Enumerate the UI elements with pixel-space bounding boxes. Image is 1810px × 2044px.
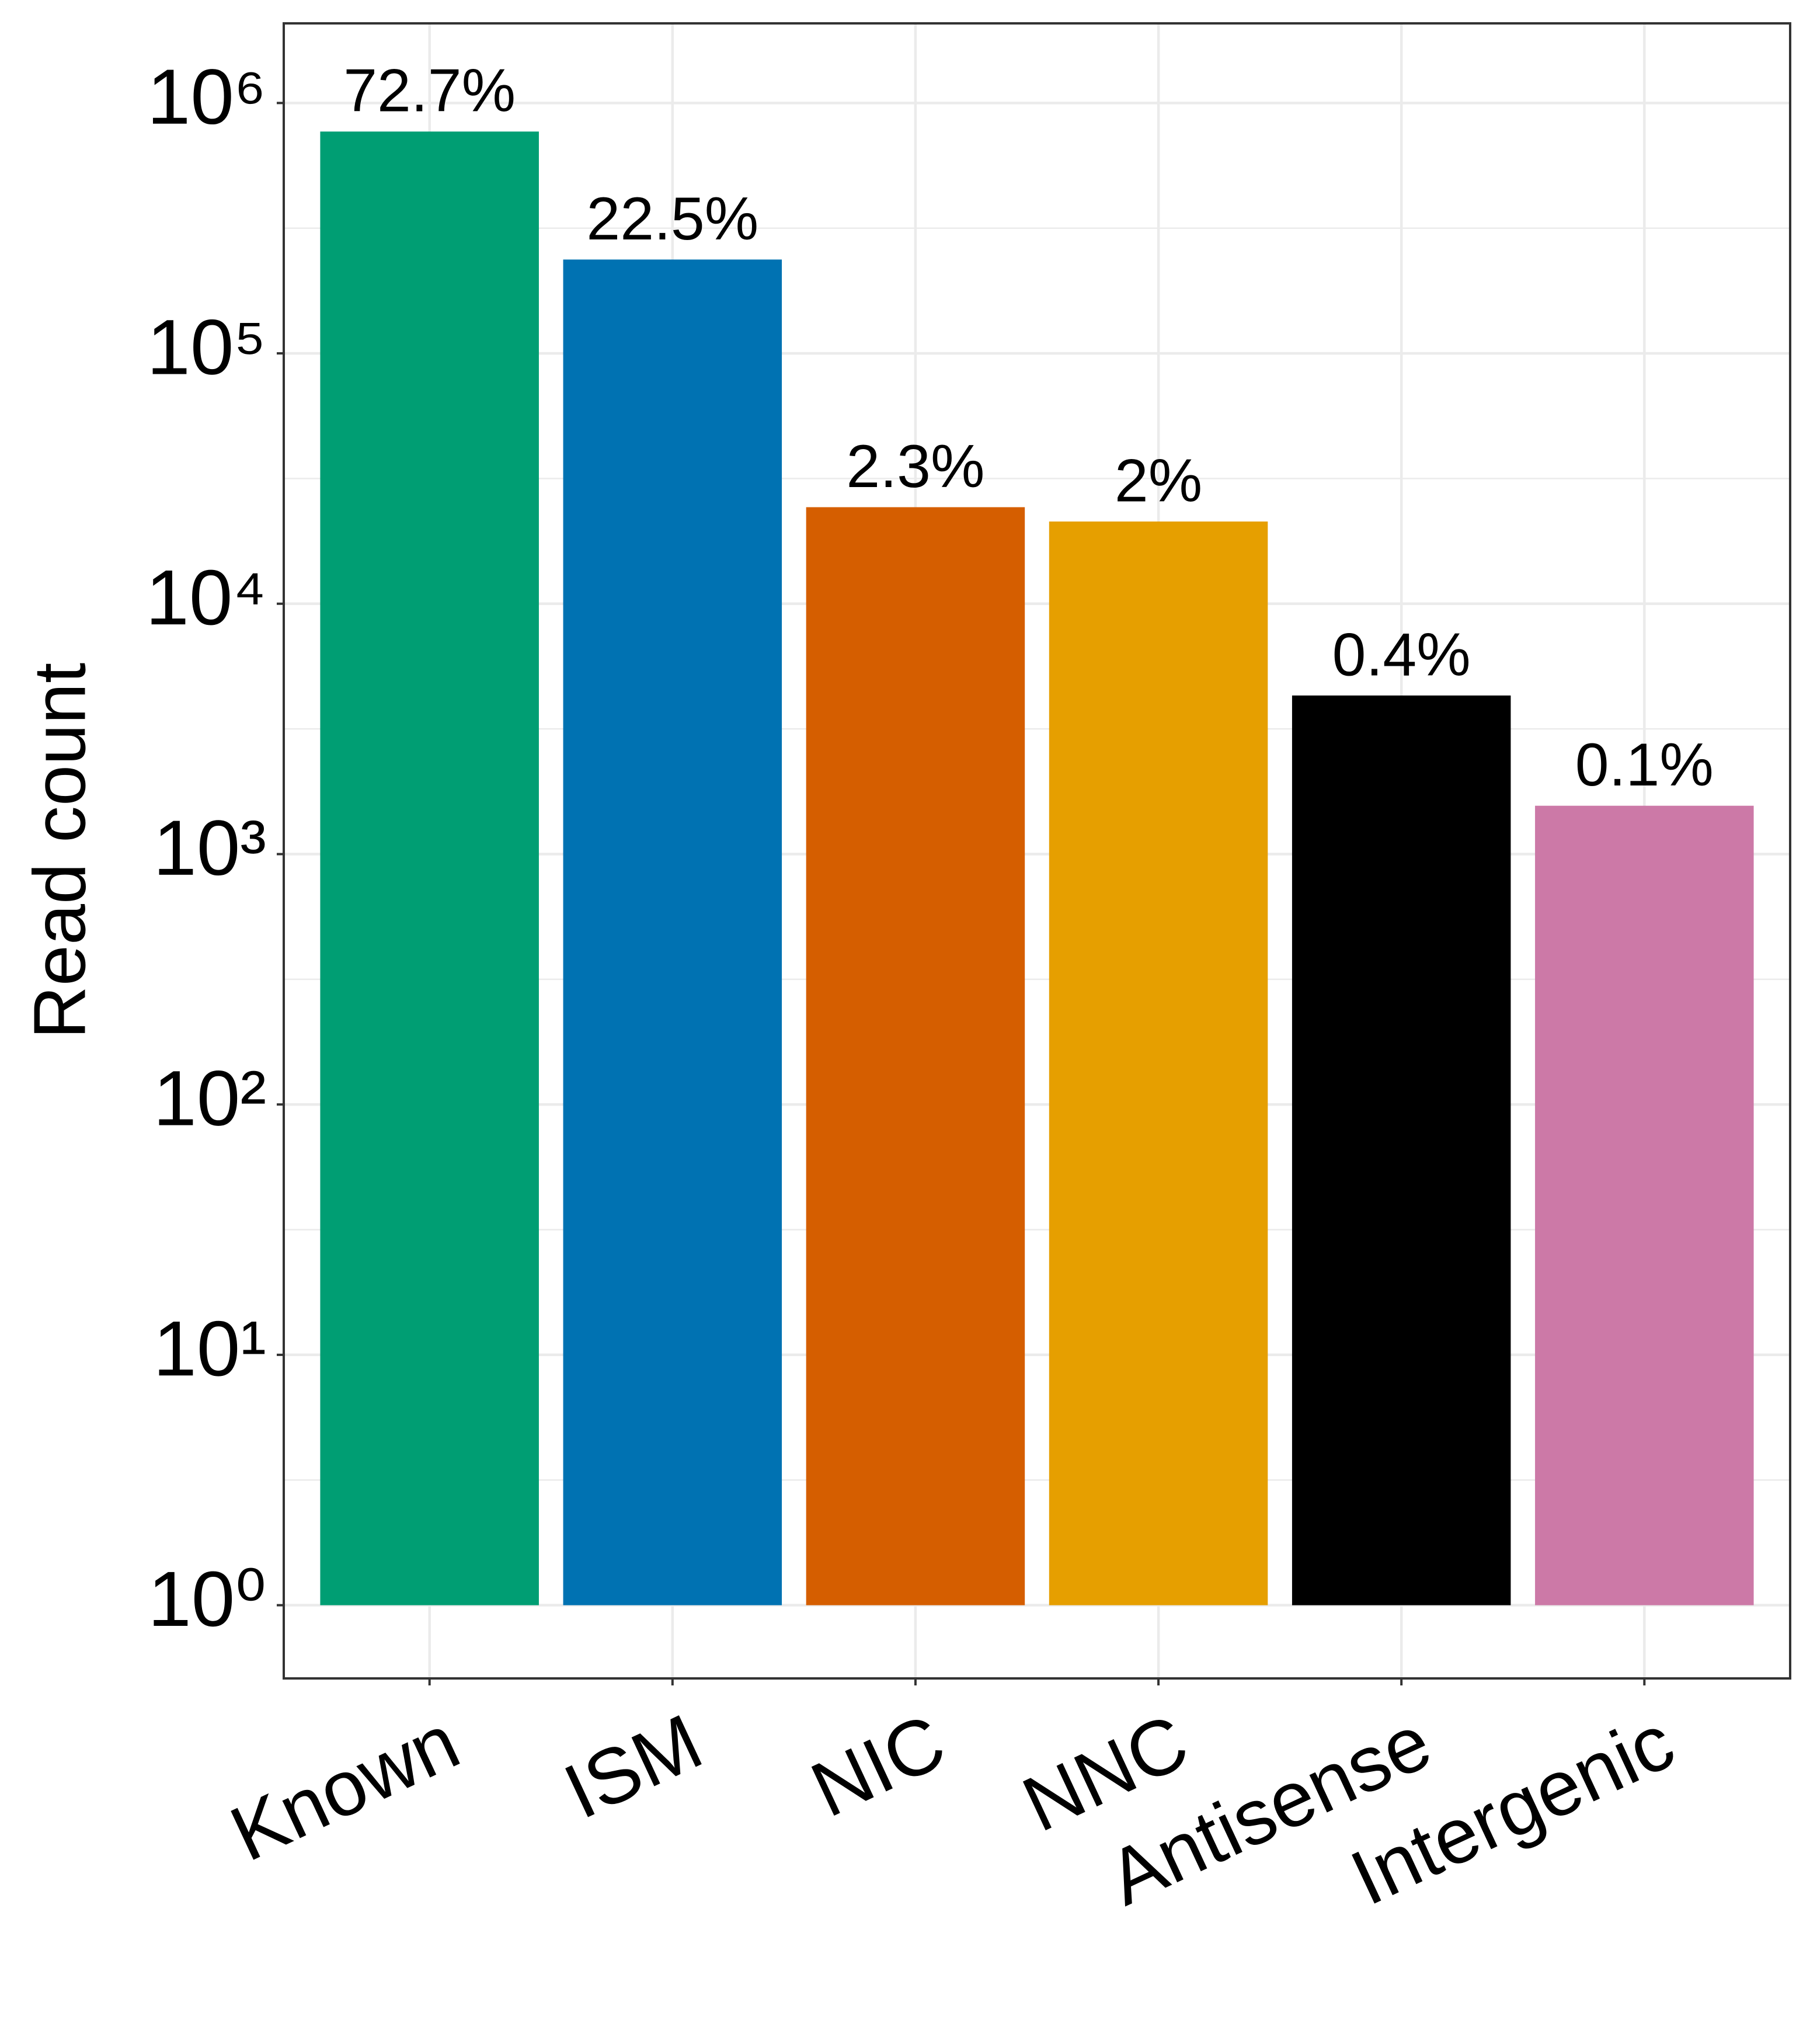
y-axis-title: Read count xyxy=(18,663,100,1039)
bar xyxy=(1049,522,1268,1605)
bar xyxy=(806,507,1025,1605)
y-tick-label: 10⁶ xyxy=(147,54,266,141)
bar-label: 22.5% xyxy=(586,185,758,253)
y-tick-label: 10² xyxy=(153,1055,266,1142)
x-tick-label: NIC xyxy=(799,1698,958,1834)
bar xyxy=(1292,695,1511,1605)
y-tick-label: 10³ xyxy=(153,805,266,892)
bar-label: 72.7% xyxy=(343,57,516,125)
bar-label: 0.1% xyxy=(1575,731,1714,799)
bar-label: 2.3% xyxy=(846,433,984,500)
y-tick-label: 10⁰ xyxy=(148,1556,266,1643)
bar-label: 2% xyxy=(1115,447,1202,515)
y-tick-label: 10⁵ xyxy=(147,304,266,391)
bar xyxy=(320,131,539,1605)
x-tick-label: ISM xyxy=(552,1698,715,1836)
y-tick-label: 10⁴ xyxy=(145,554,266,641)
y-tick-label: 10¹ xyxy=(153,1305,266,1392)
bar xyxy=(563,259,782,1605)
plot-border xyxy=(283,22,1791,1680)
bar xyxy=(1535,805,1754,1605)
x-tick-label: Known xyxy=(218,1698,472,1878)
bar-label: 0.4% xyxy=(1332,621,1471,689)
